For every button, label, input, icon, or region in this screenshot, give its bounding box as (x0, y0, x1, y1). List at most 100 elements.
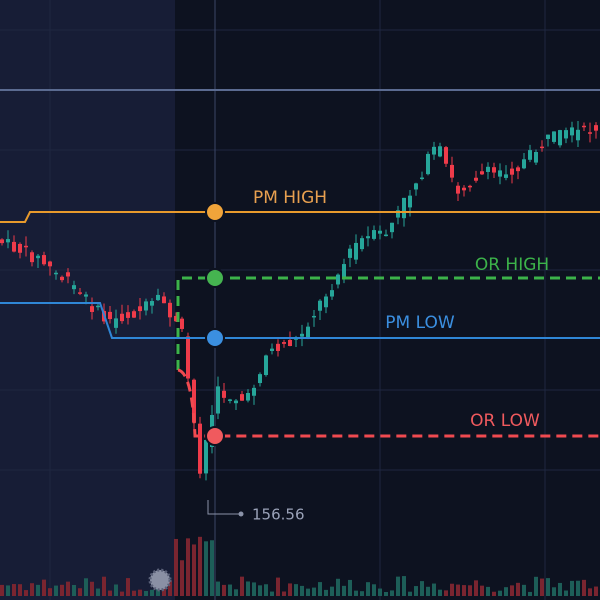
volume-bar (78, 588, 82, 596)
candle-body (528, 150, 532, 160)
volume-bar (348, 579, 352, 596)
candle-body (468, 185, 472, 188)
candle-body (336, 274, 340, 285)
volume-bar (450, 583, 454, 596)
volume-bar (540, 578, 544, 596)
volume-bar (480, 585, 484, 596)
candle-body (324, 296, 328, 308)
volume-bar (54, 585, 58, 596)
or-low-label: OR LOW (470, 411, 540, 431)
candle-body (390, 222, 394, 233)
volume-bar (474, 580, 478, 596)
volume-bar (342, 585, 346, 596)
volume-bar (204, 541, 208, 596)
candle-body (456, 185, 460, 194)
session-icon[interactable] (148, 568, 172, 592)
volume-bar (18, 584, 22, 596)
pm-high-dot[interactable] (205, 202, 225, 222)
volume-bar (594, 586, 598, 596)
volume-bar (234, 589, 238, 596)
volume-bar (96, 588, 100, 596)
candle-body (402, 197, 406, 219)
volume-bar (360, 591, 364, 596)
candle-body (216, 386, 220, 414)
volume-bar (114, 584, 118, 596)
volume-bar (12, 584, 16, 596)
volume-bar (210, 540, 214, 596)
low-bracket-dot (238, 511, 244, 517)
pm-low-dot[interactable] (205, 328, 225, 348)
candle-body (84, 294, 88, 297)
or-low-line (177, 368, 600, 438)
candle-body (330, 290, 334, 297)
candle-body (348, 248, 352, 258)
candle-body (270, 348, 274, 352)
candle-body (282, 342, 286, 344)
candle-body (78, 292, 82, 294)
or-low-dot[interactable] (205, 426, 225, 446)
candle-body (426, 153, 430, 175)
candle-body (36, 255, 40, 259)
volume-bar (198, 536, 202, 596)
volume-bar (384, 591, 388, 596)
candle-body (222, 390, 226, 398)
volume-bar (402, 576, 406, 596)
volume-bar (6, 585, 10, 596)
pm-low-label: PM LOW (385, 313, 455, 333)
candle-body (96, 305, 100, 308)
pm-high-line (0, 211, 600, 223)
volume-bar (588, 588, 592, 596)
candle-body (378, 230, 382, 234)
low-marker-label: 156.56 (252, 506, 305, 524)
candle-body (558, 130, 562, 146)
candle-body (276, 343, 280, 351)
volume-bar (186, 538, 190, 596)
volume-bar (246, 581, 250, 596)
candle-body (420, 177, 424, 180)
volume-bar (528, 591, 532, 596)
candle-body (174, 315, 178, 322)
candle-body (72, 285, 76, 290)
candle-body (144, 301, 148, 311)
candle-body (480, 171, 484, 175)
candle-body (138, 306, 142, 312)
volume-bar (462, 585, 466, 596)
candle-body (552, 131, 556, 142)
candle-body (150, 301, 154, 306)
candle-body (576, 129, 580, 141)
volume-bar (0, 584, 4, 596)
volume-bar (522, 584, 526, 596)
volume-bar (408, 591, 412, 596)
volume-bar (300, 585, 304, 596)
candle-body (30, 252, 34, 263)
volume-bar (36, 584, 40, 596)
candle-body (564, 130, 568, 139)
volume-bar (432, 583, 436, 596)
or-high-dot[interactable] (205, 268, 225, 288)
volume-bar (24, 590, 28, 596)
volume-bar (132, 590, 136, 596)
low-bracket (207, 500, 240, 515)
candle-body (534, 151, 538, 163)
candle-body (510, 168, 514, 175)
volume-bar (270, 591, 274, 596)
candle-body (258, 374, 262, 384)
candle-body (462, 187, 466, 191)
candle-body (408, 195, 412, 208)
volume-bar (576, 580, 580, 596)
volume-bar (168, 580, 172, 596)
candle-body (198, 423, 202, 474)
candle-body (396, 210, 400, 218)
candle-body (342, 264, 346, 278)
candle-body (24, 245, 28, 248)
candle-body (120, 313, 124, 322)
volume-bar (252, 582, 256, 596)
candle-body (60, 276, 64, 281)
candle-body (108, 311, 112, 320)
or-high-label: OR HIGH (475, 255, 549, 275)
volume-bar (498, 590, 502, 596)
volume-bar (48, 588, 52, 596)
candle-body (204, 439, 208, 474)
volume-bar (390, 590, 394, 596)
volume-bar (492, 591, 496, 596)
